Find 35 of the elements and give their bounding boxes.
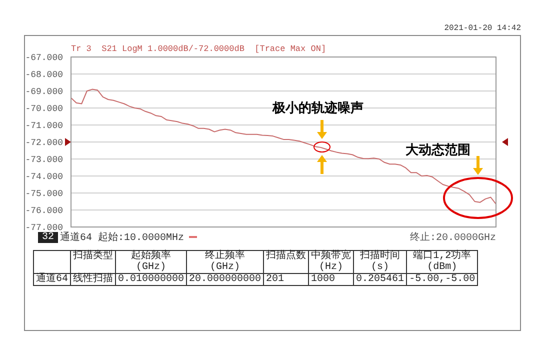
y-tick-label: -75.000 — [25, 189, 63, 200]
text: 20.000000000 — [186, 274, 264, 286]
text: 终止频率 (GHz) — [186, 250, 264, 274]
text: 扫描点数 — [264, 250, 309, 274]
y-tick-label: -72.000 — [25, 138, 63, 148]
text: 0.010000000 — [116, 274, 187, 286]
annotation: 极小的轨迹噪声 — [272, 100, 364, 116]
text: 0.205461 — [354, 274, 407, 286]
y-tick-label: -71.000 — [25, 121, 63, 132]
text: 通道64 — [60, 230, 92, 244]
y-tick-label: -69.000 — [25, 87, 63, 98]
text: 2021-01-20 14:42 — [444, 24, 521, 33]
chart-title: Tr 3 S21 LogM 1.0000dB/-72.0000dB [Trace Max ON] — [71, 44, 326, 54]
text: 端口1,2功率 (dBm) — [406, 250, 478, 274]
text: 201 — [264, 274, 309, 286]
text: 32 — [38, 232, 58, 242]
text: 扫描时间 (s) — [354, 250, 407, 274]
y-tick-label: -74.000 — [25, 172, 63, 182]
y-tick-label: -68.000 — [25, 70, 63, 80]
y-tick-label: -70.000 — [25, 104, 63, 114]
text: 1000 — [308, 274, 354, 286]
text: 通道64 — [34, 274, 71, 286]
annotation: 大动态范围 — [406, 142, 470, 158]
y-tick-label: -77.000 — [25, 223, 63, 234]
text: -5.00,-5.00 — [406, 274, 478, 286]
text: 线性扫描 — [70, 274, 116, 286]
y-tick-label: -76.000 — [25, 206, 63, 216]
text: 扫描类型 — [70, 250, 116, 274]
line-series — [71, 88, 496, 205]
y-tick-label: -67.000 — [25, 53, 63, 64]
text: 起始频率 (GHz) — [116, 250, 187, 274]
y-tick-label: -73.000 — [25, 155, 63, 166]
text: 终止:20.0000GHz — [410, 230, 496, 244]
text: 起始:10.0000MHz — [98, 230, 184, 244]
text: 中频带宽 (Hz) — [308, 250, 354, 274]
